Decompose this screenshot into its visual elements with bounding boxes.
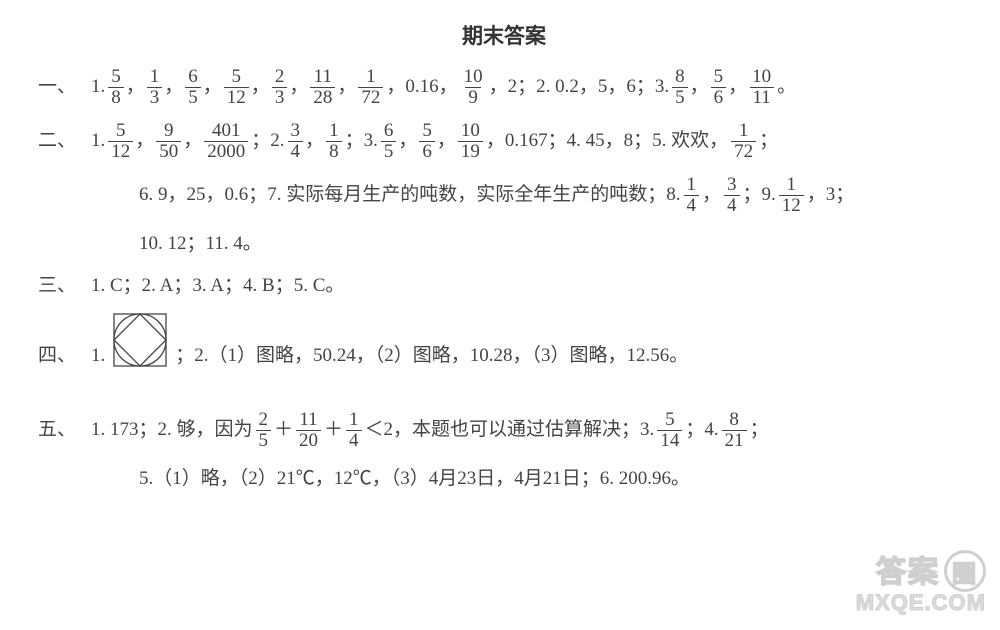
watermark-top: 答案圈	[856, 547, 986, 593]
frac: 821	[722, 410, 747, 451]
frac: 34	[724, 175, 740, 216]
frac: 1011	[749, 67, 774, 108]
q1-label: 1.	[91, 320, 105, 392]
frac: 1019	[458, 121, 483, 162]
text: 1. 173；2. 够，因为	[91, 405, 253, 455]
section-2-lead: 二、	[38, 116, 90, 166]
text: 6. 9，25，0.6；7. 实际每月生产的吨数，实际全年生产的吨数；8.	[139, 170, 681, 220]
frac: 14	[684, 175, 700, 216]
section-5-row2: 5.（1）略，（2）21℃，12℃，（3）4月23日，4月21日；6. 200.…	[38, 459, 970, 499]
q9-label: ；9.	[743, 170, 776, 220]
frac: 512	[108, 121, 133, 162]
section-3-lead: 三、	[38, 266, 90, 306]
frac: 58	[108, 67, 124, 108]
text: ＜2，本题也可以通过估算解决；3.	[365, 405, 655, 455]
frac: 25	[256, 410, 272, 451]
plus-icon: ＋	[324, 405, 343, 455]
frac: 56	[419, 121, 435, 162]
section-5-content: 1. 173；2. 够，因为 25 ＋ 1120 ＋ 14 ＜2，本题也可以通过…	[90, 405, 970, 455]
text: 1. C；2. A；3. A；4. B；5. C。	[91, 266, 344, 306]
text: 5.（1）略，（2）21℃，12℃，（3）4月23日，4月21日；6. 200.…	[139, 459, 690, 499]
section-2-row3: 10. 12；11. 4。	[38, 224, 970, 264]
text: ；	[750, 405, 769, 455]
plus-icon: ＋	[274, 405, 293, 455]
frac: 950	[156, 121, 181, 162]
section-3: 三、 1. C；2. A；3. A；4. B；5. C。	[38, 266, 970, 306]
frac: 34	[288, 121, 304, 162]
text: ，0.16，	[386, 62, 457, 112]
q2-label: ；2.	[251, 116, 284, 166]
section-2-content: 10. 12；11. 4。	[138, 224, 970, 264]
page-title: 期末答案	[38, 20, 970, 50]
text: ，0.167；4. 45，8；5. 欢欢，	[486, 116, 728, 166]
watermark-circle-icon: 圈	[944, 550, 986, 592]
frac: 512	[224, 67, 249, 108]
frac: 14	[346, 410, 362, 451]
frac: 109	[461, 67, 486, 108]
section-4-lead: 四、	[38, 320, 90, 392]
section-2-row2: 6. 9，25，0.6；7. 实际每月生产的吨数，实际全年生产的吨数；8. 14…	[38, 170, 970, 220]
section-2-row1: 二、 1. 512， 950， 4012000 ；2. 34， 18 ；3. 6…	[38, 116, 970, 166]
square-circle-diamond-icon	[110, 310, 170, 401]
watermark: 答案圈 MXQE.COM	[856, 547, 986, 617]
q1-label: 1.	[91, 62, 105, 112]
frac: 1128	[310, 67, 335, 108]
frac: 13	[147, 67, 163, 108]
comma: ，	[702, 170, 721, 220]
section-4: 四、 1. ；2.（1）图略，50.24，（2）图略，10.28，（3）图略，1…	[38, 310, 970, 401]
section-2-content: 1. 512， 950， 4012000 ；2. 34， 18 ；3. 65， …	[90, 116, 970, 166]
text: ，3；	[807, 170, 855, 220]
frac: 4012000	[204, 121, 248, 162]
frac: 18	[326, 121, 342, 162]
frac: 172	[358, 67, 383, 108]
watermark-bottom: MXQE.COM	[856, 590, 986, 616]
frac: 65	[381, 121, 397, 162]
frac: 65	[185, 67, 201, 108]
text: ；2.（1）图略，50.24，（2）图略，10.28，（3）图略，12.56。	[175, 320, 688, 392]
section-2-content: 6. 9，25，0.6；7. 实际每月生产的吨数，实际全年生产的吨数；8. 14…	[138, 170, 970, 220]
section-5-lead: 五、	[38, 405, 90, 455]
section-1-lead: 一、	[38, 62, 90, 112]
frac: 56	[711, 67, 727, 108]
frac: 1120	[296, 410, 321, 451]
q3-label: ；3.	[345, 116, 378, 166]
frac: 85	[672, 67, 688, 108]
section-5-content: 5.（1）略，（2）21℃，12℃，（3）4月23日，4月21日；6. 200.…	[138, 459, 970, 499]
frac: 23	[272, 67, 288, 108]
section-5-row1: 五、 1. 173；2. 够，因为 25 ＋ 1120 ＋ 14 ＜2，本题也可…	[38, 405, 970, 455]
frac: 112	[779, 175, 804, 216]
text: 。	[777, 62, 796, 112]
watermark-text: 答案	[876, 556, 940, 589]
section-1-content: 1. 58， 13， 65， 512， 23， 1128， 172 ，0.16，…	[90, 62, 970, 112]
text: ；	[759, 116, 778, 166]
section-3-content: 1. C；2. A；3. A；4. B；5. C。	[90, 266, 970, 306]
q1-label: 1.	[91, 116, 105, 166]
section-1: 一、 1. 58， 13， 65， 512， 23， 1128， 172 ，0.…	[38, 62, 970, 112]
frac: 514	[657, 410, 682, 451]
frac: 172	[731, 121, 756, 162]
q4-label: ；4.	[685, 405, 718, 455]
text: 10. 12；11. 4。	[139, 224, 262, 264]
section-4-content: 1. ；2.（1）图略，50.24，（2）图略，10.28，（3）图略，12.5…	[90, 310, 970, 401]
answer-key-page: 期末答案 一、 1. 58， 13， 65， 512， 23， 1128， 17…	[0, 0, 1000, 630]
text: ，2；2. 0.2，5，6；3.	[489, 62, 670, 112]
